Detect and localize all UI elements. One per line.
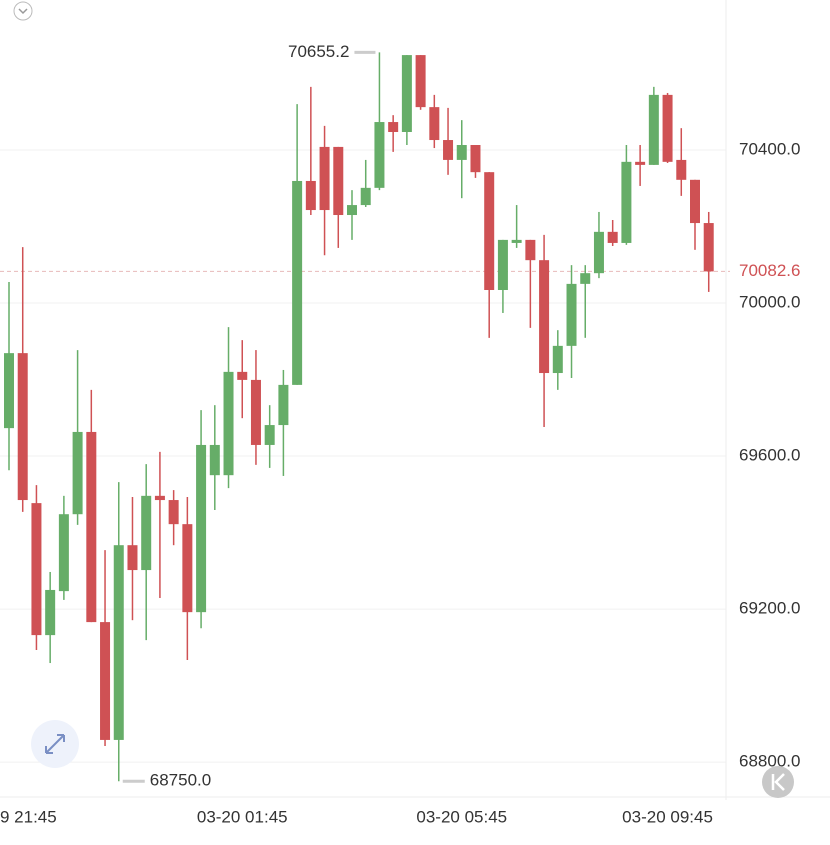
candle-body [333, 146, 344, 216]
low-marker-label: 68750.0 [150, 771, 211, 790]
candle-body [374, 122, 385, 188]
candle-body [264, 425, 275, 445]
candle-body [4, 353, 14, 429]
x-tick-label: 03-20 05:45 [416, 807, 507, 826]
candle-body [484, 172, 495, 291]
candle-body [497, 239, 508, 291]
candle-body [511, 239, 522, 243]
candle-body [635, 161, 646, 165]
candle-body [17, 353, 28, 501]
candle-body [703, 223, 714, 272]
candle-body [621, 161, 632, 243]
candle-body [100, 622, 111, 740]
y-tick-label: 70000.0 [739, 292, 800, 311]
candle-body [662, 94, 673, 162]
candle-body [429, 107, 440, 141]
candle-body [648, 94, 659, 165]
y-tick-label: 69200.0 [739, 599, 800, 618]
candle-body [182, 524, 193, 613]
candle-body [470, 145, 481, 173]
candle-body [443, 140, 454, 160]
menu-toggle-icon [18, 8, 28, 15]
y-tick-label: 70400.0 [739, 139, 800, 158]
candle-body [566, 283, 577, 346]
candle-body [127, 545, 138, 571]
y-tick-label: 69600.0 [739, 446, 800, 465]
candle-body [388, 122, 399, 132]
candle-body [607, 231, 618, 243]
jump-circle [762, 766, 794, 798]
expand-button[interactable] [31, 720, 79, 768]
candle-body [72, 431, 83, 515]
candle-body [401, 55, 412, 132]
jump-icon [771, 773, 785, 791]
candle-body [415, 55, 426, 108]
candle-body [593, 231, 604, 274]
last-price-label: 70082.6 [739, 261, 800, 280]
jump-latest-button[interactable] [762, 766, 794, 798]
candle-body [305, 180, 316, 211]
candle-body [113, 545, 124, 740]
candle-body [278, 384, 289, 426]
candle-body [223, 371, 234, 476]
candle-body [209, 444, 220, 476]
candle-body [676, 159, 687, 180]
candle-body [360, 187, 371, 206]
x-tick-label: 03-20 01:45 [197, 807, 288, 826]
candle-body [196, 444, 207, 613]
x-tick-label: 9 21:45 [0, 807, 57, 826]
candle-body [58, 514, 69, 592]
candle-body [539, 260, 550, 374]
candle-body [580, 273, 591, 284]
expand-icon [45, 734, 65, 754]
candle-body [456, 145, 467, 160]
candle-body [690, 179, 700, 224]
candle-body [347, 205, 357, 216]
candle-body [45, 589, 56, 636]
menu-toggle-circle [13, 1, 33, 21]
candle-body [141, 495, 152, 571]
high-marker-label: 70655.2 [288, 42, 349, 61]
candle-body [31, 503, 42, 636]
candle-body [250, 379, 261, 445]
candle-body [86, 431, 97, 623]
menu-toggle[interactable] [13, 1, 33, 21]
candle-body [168, 500, 179, 525]
candle-body [292, 180, 303, 385]
candle-body [319, 146, 330, 211]
candle-body [552, 345, 563, 374]
candle-body [154, 495, 165, 501]
candle-body [237, 371, 248, 380]
x-tick-label: 03-20 09:45 [622, 807, 713, 826]
candle-body [525, 239, 536, 261]
y-tick-label: 68800.0 [739, 752, 800, 771]
